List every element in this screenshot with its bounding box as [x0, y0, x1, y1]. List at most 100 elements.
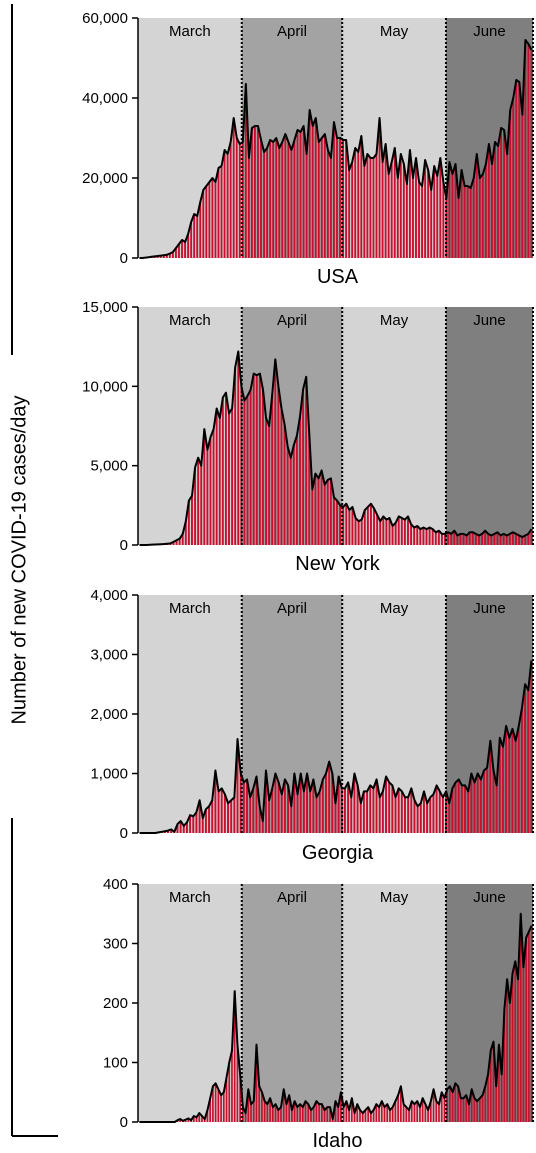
month-label-march: March: [169, 600, 211, 617]
bar: [378, 797, 381, 833]
bar: [231, 1050, 233, 1122]
bar: [218, 418, 221, 545]
bar: [233, 991, 236, 1122]
bar: [530, 50, 533, 258]
bar: [167, 830, 169, 833]
bar: [323, 134, 326, 258]
bar: [257, 126, 259, 258]
bar: [198, 1113, 201, 1122]
y-tick-label: 5,000: [90, 458, 128, 475]
bar: [333, 122, 335, 258]
bar: [366, 154, 369, 258]
bar: [397, 788, 400, 833]
bar: [317, 478, 320, 545]
bar: [357, 152, 360, 258]
bar: [396, 178, 399, 258]
series-line: [139, 350, 533, 546]
bar: [503, 130, 506, 258]
bar: [496, 532, 499, 545]
bar: [348, 1110, 350, 1122]
bar: [266, 1104, 269, 1122]
bar: [209, 1098, 212, 1122]
bar: [242, 1107, 244, 1122]
bar: [481, 533, 484, 545]
bar: [181, 533, 184, 545]
bar: [415, 158, 417, 258]
bar: [434, 532, 437, 545]
bar-series: [144, 40, 533, 258]
bar: [336, 500, 338, 545]
bar: [421, 186, 424, 258]
bar: [422, 791, 425, 833]
bar: [506, 154, 509, 258]
bar: [419, 1107, 421, 1122]
bar: [320, 470, 323, 545]
bar: [384, 144, 387, 258]
bar: [241, 142, 244, 258]
bar: [512, 98, 515, 258]
bar: [446, 1089, 449, 1122]
bar: [277, 1110, 280, 1122]
bar: [266, 148, 269, 258]
bar: [196, 216, 199, 258]
bar: [325, 773, 327, 833]
bar: [448, 803, 451, 833]
bar: [438, 1104, 440, 1122]
bar: [431, 529, 434, 545]
bar: [518, 535, 521, 545]
bar: [220, 1095, 222, 1122]
bar: [200, 465, 203, 545]
bar: [203, 429, 206, 545]
bar: [490, 535, 493, 545]
bar: [476, 1101, 478, 1122]
bar: [252, 788, 255, 833]
bar: [278, 148, 281, 258]
bar: [364, 1110, 367, 1122]
bar: [416, 1101, 419, 1122]
bar: [463, 186, 466, 258]
bar: [410, 788, 413, 833]
bar: [370, 1113, 372, 1122]
bar: [479, 779, 482, 833]
bar: [308, 433, 311, 545]
bar: [280, 794, 283, 833]
bar: [261, 1092, 263, 1122]
panel-title: New York: [295, 553, 380, 575]
bar: [291, 1110, 293, 1122]
bar: [271, 394, 274, 545]
bar: [432, 1089, 435, 1122]
month-label-may: May: [380, 312, 409, 329]
bar: [388, 782, 391, 833]
bar: [175, 248, 177, 258]
bar: [314, 473, 317, 545]
bar: [400, 791, 403, 833]
bar: [439, 158, 442, 258]
bar: [228, 1062, 231, 1122]
bar: [524, 535, 527, 545]
bar: [192, 1116, 195, 1122]
bar: [336, 138, 338, 258]
bar: [162, 255, 165, 258]
bar: [299, 1104, 301, 1122]
bar: [369, 785, 372, 833]
bar: [236, 738, 239, 833]
series-line: [139, 660, 533, 834]
bar: [258, 806, 261, 833]
bar: [354, 148, 357, 258]
bar: [187, 234, 190, 258]
bar: [231, 408, 234, 545]
bar: [443, 1098, 446, 1122]
bar: [489, 1050, 492, 1122]
bar: [226, 154, 229, 258]
bar: [191, 495, 193, 545]
bar: [506, 979, 508, 1122]
bar: [527, 690, 530, 833]
bar: [187, 1118, 190, 1122]
bar: [221, 397, 224, 545]
y-axis-label: Number of new COVID-19 cases/day: [8, 395, 30, 724]
bar: [350, 797, 353, 833]
bar: [282, 1089, 285, 1122]
bar: [457, 779, 460, 833]
bar: [249, 389, 252, 545]
bar: [403, 519, 406, 545]
